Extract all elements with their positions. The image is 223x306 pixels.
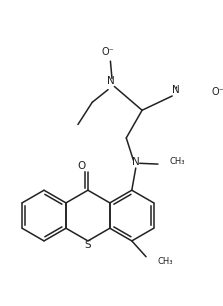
Text: O: O: [77, 161, 86, 171]
Text: O⁻: O⁻: [102, 47, 114, 57]
Text: S: S: [85, 240, 91, 250]
Text: N: N: [132, 157, 140, 167]
Text: N: N: [107, 76, 114, 86]
Text: CH₃: CH₃: [157, 257, 173, 266]
Text: O⁻: O⁻: [212, 87, 223, 97]
Text: CH₃: CH₃: [169, 157, 184, 166]
Text: N: N: [172, 85, 180, 95]
